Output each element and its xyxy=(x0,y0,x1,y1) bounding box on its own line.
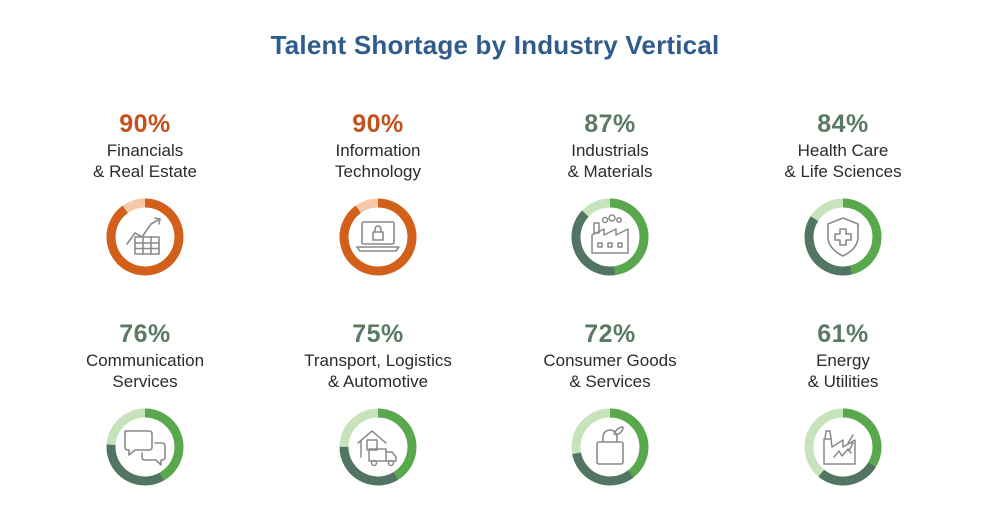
donut-arc-secondary xyxy=(106,408,184,486)
donut-arc-primary xyxy=(106,408,184,486)
industry-label: Transport, Logistics & Automotive xyxy=(304,351,452,391)
donut-information-technology xyxy=(339,198,417,276)
card-health-care: 84% Health Care & Life Sciences xyxy=(733,110,953,182)
percent-value: 72% xyxy=(584,320,636,348)
energy-plant-icon xyxy=(823,430,856,465)
shopping-bag-icon xyxy=(596,426,624,465)
donut-energy xyxy=(804,408,882,486)
donut-arc-secondary xyxy=(804,408,882,486)
donut-arc-primary xyxy=(571,198,649,276)
industry-label: Health Care & Life Sciences xyxy=(784,141,902,181)
donut-transport xyxy=(339,408,417,486)
card-industrials: 87% Industrials & Materials xyxy=(500,110,720,182)
chat-bubbles-icon xyxy=(124,430,166,466)
donut-arc-secondary xyxy=(571,408,649,486)
card-financials: 90% Financials & Real Estate xyxy=(35,110,255,182)
percent-value: 90% xyxy=(119,110,171,138)
donut-arc-secondary xyxy=(571,198,649,276)
percent-value: 90% xyxy=(352,110,404,138)
donut-arc-secondary xyxy=(339,408,417,486)
shield-cross-icon xyxy=(827,217,859,257)
card-communication: 76% Communication Services xyxy=(35,320,255,392)
card-information-technology: 90% Information Technology xyxy=(268,110,488,182)
percent-value: 61% xyxy=(817,320,869,348)
percent-value: 76% xyxy=(119,320,171,348)
donut-arc-primary xyxy=(339,198,417,276)
card-consumer-goods: 72% Consumer Goods & Services xyxy=(500,320,720,392)
chart-table-icon xyxy=(126,217,161,255)
industry-label: Industrials & Materials xyxy=(567,141,653,181)
donut-consumer-goods xyxy=(571,408,649,486)
warehouse-truck-icon xyxy=(357,430,397,467)
donut-arc-primary xyxy=(571,408,649,486)
donut-industrials xyxy=(571,198,649,276)
industry-label: Consumer Goods & Services xyxy=(543,351,677,391)
card-energy: 61% Energy & Utilities xyxy=(733,320,953,392)
donut-financials xyxy=(106,198,184,276)
industry-label: Information Technology xyxy=(334,141,421,181)
factory-icon xyxy=(591,214,629,254)
donut-arc-primary xyxy=(106,198,184,276)
donut-arc-secondary xyxy=(804,198,882,276)
industry-label: Financials & Real Estate xyxy=(93,141,197,181)
donut-arc-primary xyxy=(804,408,882,486)
donut-health-care xyxy=(804,198,882,276)
industry-label: Energy & Utilities xyxy=(807,351,879,391)
donut-arc-primary xyxy=(804,198,882,276)
industry-label: Communication Services xyxy=(85,351,205,391)
percent-value: 84% xyxy=(817,110,869,138)
laptop-lock-icon xyxy=(356,221,400,252)
donut-arc-primary xyxy=(339,408,417,486)
card-transport: 75% Transport, Logistics & Automotive xyxy=(268,320,488,392)
page-title: Talent Shortage by Industry Vertical xyxy=(270,30,720,60)
percent-value: 87% xyxy=(584,110,636,138)
percent-value: 75% xyxy=(352,320,404,348)
donut-communication xyxy=(106,408,184,486)
